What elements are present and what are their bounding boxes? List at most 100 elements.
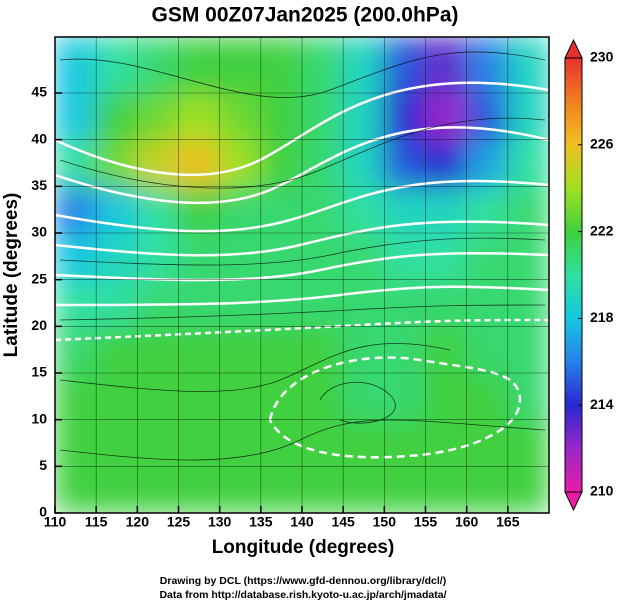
x-tick-label: 155 [414, 514, 438, 530]
field-cell [383, 418, 427, 468]
field-cell [218, 372, 262, 421]
colorbar-bar [564, 57, 583, 493]
field-cell [301, 465, 345, 513]
field-cell [95, 465, 139, 513]
y-tick-label: 15 [31, 364, 47, 380]
x-tick-label: 130 [208, 514, 232, 530]
field-cell [424, 372, 468, 421]
field-cell [506, 325, 549, 374]
x-axis-label: Longitude (degrees) [212, 537, 395, 558]
x-tick-label: 120 [126, 514, 150, 530]
field-cell [301, 278, 345, 328]
field-cell [465, 232, 509, 281]
field-cell [136, 372, 180, 421]
field-cell [383, 465, 427, 513]
field-cell [55, 465, 98, 513]
colorbar: 210 214 218 222 226 230 [564, 38, 614, 512]
chart-title: GSM 00Z07Jan2025 (200.0hPa) [151, 4, 458, 27]
field-cell [177, 465, 221, 513]
y-axis-label: Latitude (degrees) [1, 193, 22, 358]
field-cell [342, 325, 386, 374]
field-cell [342, 92, 386, 141]
field-cell [55, 37, 98, 94]
y-tick-label: 5 [39, 457, 47, 473]
y-tick-label: 20 [31, 317, 47, 333]
field-cell [177, 92, 221, 141]
field-cell [383, 138, 427, 188]
field-cell [218, 37, 262, 94]
field-cell [95, 325, 139, 374]
field-cell [383, 37, 427, 94]
field-cell [506, 418, 549, 468]
colorbar-extend [564, 491, 583, 512]
field-cell [424, 185, 468, 234]
contours [55, 81, 549, 459]
y-tick-label: 10 [31, 410, 47, 426]
field-cell [424, 418, 468, 468]
field-cell [465, 372, 509, 421]
field-cell [177, 138, 221, 188]
x-tick-label: 115 [85, 514, 108, 530]
field-cell [301, 418, 345, 468]
field-cell [55, 138, 98, 188]
x-tick-label: 145 [331, 514, 355, 530]
x-tick-label: 160 [455, 514, 479, 530]
field-cell [95, 278, 139, 328]
field-cell [55, 92, 98, 141]
x-tick-label: 150 [373, 514, 397, 530]
field-cell [342, 185, 386, 234]
y-tick-label: 45 [31, 84, 47, 100]
field-cell [342, 138, 386, 188]
field-cell [424, 325, 468, 374]
field-cell [342, 372, 386, 421]
field-cell [424, 138, 468, 188]
streamlines [59, 51, 546, 461]
field-cell [383, 278, 427, 328]
field-cell [136, 325, 180, 374]
field-cell [301, 92, 345, 141]
field-cell [506, 372, 549, 421]
field-cell [136, 92, 180, 141]
field-cell [218, 92, 262, 141]
x-tick-label: 140 [290, 514, 314, 530]
y-tick-label: 25 [31, 270, 47, 286]
colorbar-tick-label: 226 [590, 136, 614, 152]
field-cell [259, 37, 303, 94]
colorbar-tick-label: 210 [590, 483, 614, 499]
field-cell [259, 325, 303, 374]
field-cell [136, 465, 180, 513]
field-cell [301, 325, 345, 374]
field-cell [465, 465, 509, 513]
field-cell [136, 278, 180, 328]
field-cell [218, 185, 262, 234]
field-cell [424, 465, 468, 513]
field-cell [55, 232, 98, 281]
field-cell [55, 418, 98, 468]
field-cell [136, 185, 180, 234]
field-cell [55, 372, 98, 421]
field-cell [218, 418, 262, 468]
field-cell [259, 138, 303, 188]
credit: Data from http://database.rish.kyoto-u.a… [159, 589, 446, 601]
field-cell [342, 37, 386, 94]
field-cell [95, 418, 139, 468]
field-cell [383, 92, 427, 141]
field-cell [177, 37, 221, 94]
field-cell [506, 465, 549, 513]
field-cell [177, 372, 221, 421]
field-cell [424, 92, 468, 141]
y-tick-label: 0 [39, 504, 47, 520]
field-cell [301, 37, 345, 94]
field-cell [465, 185, 509, 234]
field-cell [218, 232, 262, 281]
x-tick-label: 110 [44, 514, 67, 530]
field-cell [259, 465, 303, 513]
field-cell [506, 138, 549, 188]
field-cell [506, 185, 549, 234]
field-cell [95, 232, 139, 281]
field-cell [259, 232, 303, 281]
field-cell [136, 138, 180, 188]
field-cell [218, 325, 262, 374]
field-cell [465, 138, 509, 188]
field-cell [342, 465, 386, 513]
